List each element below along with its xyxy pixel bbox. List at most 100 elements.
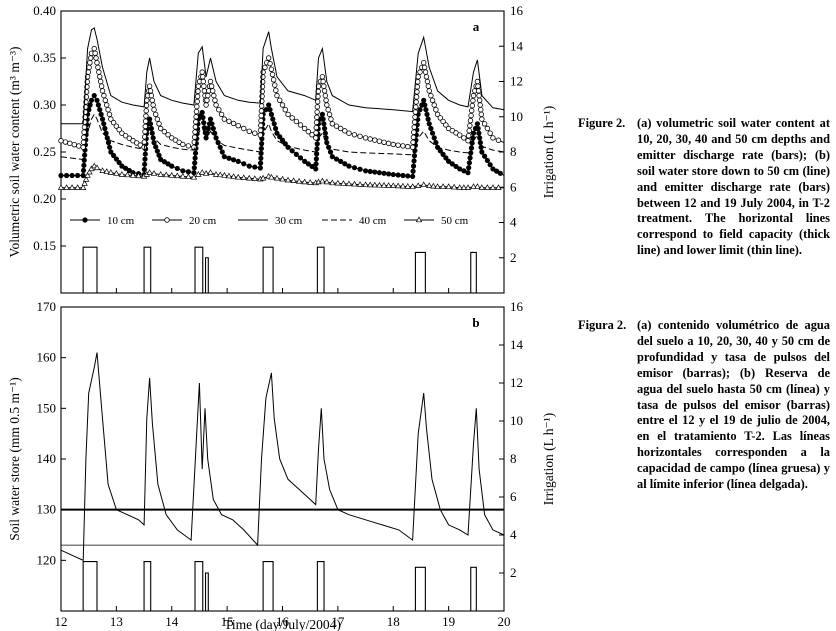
marker-10-cm xyxy=(424,111,430,117)
marker-10-cm xyxy=(497,170,503,176)
right-axis-tick-label: 16 xyxy=(510,299,524,314)
marker-10-cm xyxy=(107,144,113,150)
marker-10-cm xyxy=(147,121,154,127)
marker-20-cm xyxy=(342,128,348,134)
marker-10-cm xyxy=(411,153,418,159)
marker-20-cm xyxy=(108,116,114,122)
marker-20-cm xyxy=(395,142,401,148)
right-axis-tick-label: 4 xyxy=(510,527,517,542)
marker-20-cm xyxy=(93,55,99,61)
marker-20-cm xyxy=(207,78,214,85)
marker-20-cm xyxy=(103,102,110,108)
marker-10-cm xyxy=(192,160,198,166)
marker-20-cm xyxy=(470,92,477,99)
marker-20-cm xyxy=(457,132,463,138)
left-axis-tick-label: 170 xyxy=(37,299,57,314)
marker-10-cm xyxy=(230,157,237,163)
marker-10-cm xyxy=(102,125,108,132)
marker-20-cm xyxy=(71,141,77,148)
marker-20-cm xyxy=(390,141,396,148)
marker-10-cm xyxy=(98,111,104,117)
marker-20-cm xyxy=(467,117,474,124)
marker-20-cm xyxy=(467,122,473,129)
marker-20-cm xyxy=(461,135,467,141)
caption-spanish-text: (a) contenido volumétrico de agua del su… xyxy=(637,318,830,492)
marker-10-cm xyxy=(468,150,474,156)
x-axis-tick-label: 19 xyxy=(442,614,455,629)
marker-20-cm xyxy=(193,108,200,115)
marker-10-cm xyxy=(271,121,277,127)
marker-10-cm xyxy=(169,163,175,169)
marker-20-cm xyxy=(246,128,252,135)
marker-20-cm xyxy=(110,119,117,126)
marker-10-cm xyxy=(258,160,264,166)
marker-50-cm xyxy=(460,184,468,190)
marker-20-cm xyxy=(476,97,483,103)
marker-20-cm xyxy=(285,111,291,118)
x-axis-title: Time (day/July/2004) xyxy=(224,617,341,631)
marker-20-cm xyxy=(151,106,157,113)
right-axis-tick-label: 12 xyxy=(510,375,523,390)
marker-10-cm xyxy=(91,92,97,99)
marker-20-cm xyxy=(465,133,472,139)
marker-10-cm xyxy=(466,165,472,171)
marker-50-cm xyxy=(79,184,87,190)
marker-10-cm xyxy=(272,125,279,132)
marker-10-cm xyxy=(421,97,427,103)
marker-20-cm xyxy=(468,107,475,114)
marker-20-cm xyxy=(208,83,215,89)
marker-50-cm xyxy=(399,182,407,189)
marker-20-cm xyxy=(265,55,272,61)
marker-20-cm xyxy=(235,122,241,129)
marker-20-cm xyxy=(481,121,488,127)
marker-10-cm xyxy=(217,144,223,150)
marker-20-cm xyxy=(468,112,474,119)
marker-20-cm xyxy=(80,144,86,150)
marker-10-cm xyxy=(346,163,352,169)
marker-50-cm xyxy=(409,183,416,189)
plot-frame xyxy=(60,306,505,612)
series-line-20-cm xyxy=(60,47,505,149)
marker-10-cm xyxy=(58,172,64,179)
marker-10-cm xyxy=(446,158,452,164)
marker-10-cm xyxy=(410,168,416,174)
marker-10-cm xyxy=(279,137,286,143)
marker-10-cm xyxy=(153,144,159,150)
marker-50-cm xyxy=(334,179,342,186)
marker-10-cm xyxy=(87,102,93,108)
marker-10-cm xyxy=(252,164,258,170)
marker-20-cm xyxy=(213,102,219,108)
marker-20-cm xyxy=(201,88,208,94)
marker-20-cm xyxy=(431,102,437,108)
irrigation-bar xyxy=(82,246,98,293)
marker-20-cm xyxy=(81,134,87,140)
marker-50-cm xyxy=(57,184,65,190)
marker-20-cm xyxy=(192,129,198,135)
marker-10-cm xyxy=(215,140,221,146)
marker-10-cm xyxy=(320,116,326,122)
irrigation-bar xyxy=(194,246,204,293)
right-axis-tick-label: 10 xyxy=(510,413,523,428)
marker-50-cm xyxy=(88,165,95,172)
marker-20-cm xyxy=(314,104,321,110)
marker-50-cm xyxy=(430,182,437,189)
marker-10-cm xyxy=(75,172,81,179)
marker-20-cm xyxy=(143,113,149,119)
marker-20-cm xyxy=(421,64,428,71)
marker-20-cm xyxy=(277,97,283,103)
marker-20-cm xyxy=(194,93,201,100)
marker-50-cm xyxy=(306,179,314,185)
marker-20-cm xyxy=(314,99,321,105)
marker-10-cm xyxy=(192,150,199,156)
x-axis-tick-label: 18 xyxy=(387,614,400,629)
marker-50-cm xyxy=(185,173,192,180)
marker-50-cm xyxy=(99,167,106,173)
panel-a: 0.15 0.20 0.25 0.30 0.35 0.40 2 4 6 8 10 12 14 16 Volu… xyxy=(7,3,556,294)
marker-50-cm xyxy=(385,182,392,188)
marker-50-cm xyxy=(319,177,326,184)
marker-20-cm xyxy=(422,69,429,75)
marker-20-cm xyxy=(274,92,280,99)
irrigation-bar xyxy=(262,246,274,293)
marker-50-cm xyxy=(380,182,388,188)
irrigation-bar xyxy=(316,561,325,611)
